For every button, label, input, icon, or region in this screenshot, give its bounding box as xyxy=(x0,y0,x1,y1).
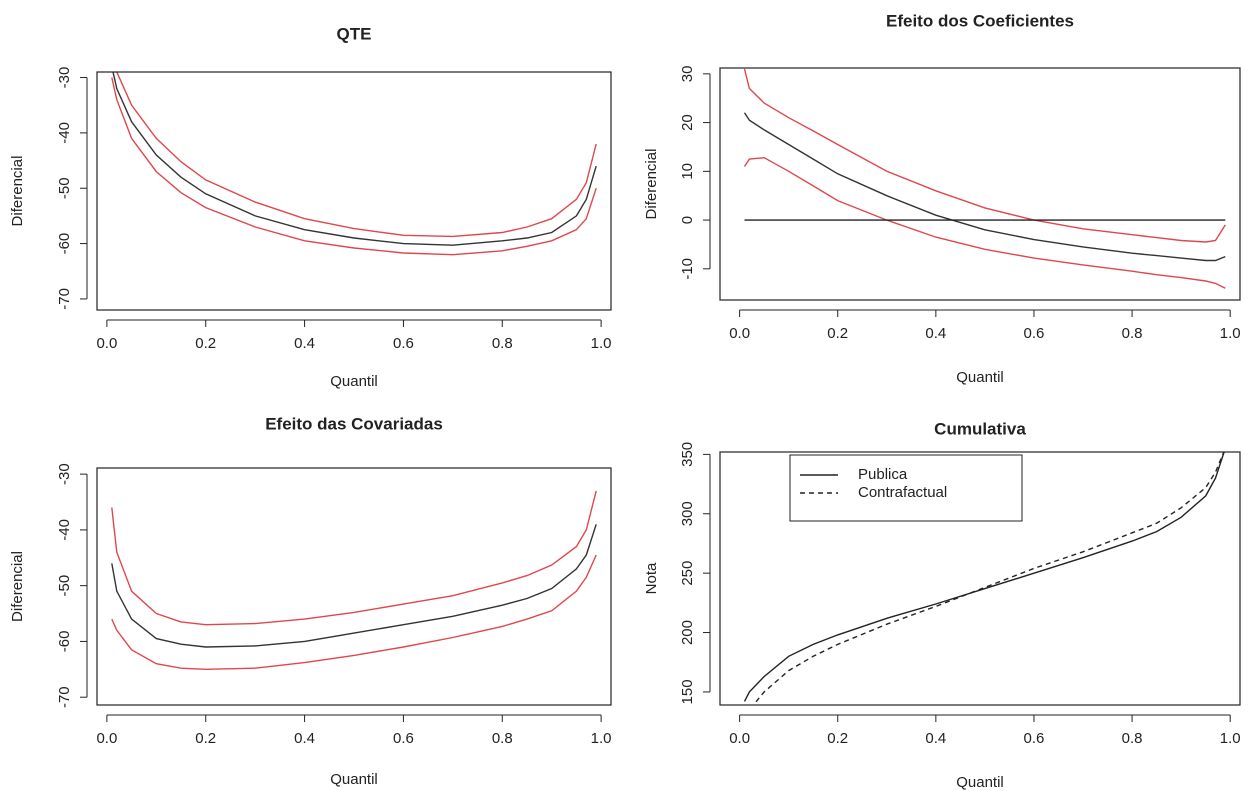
x-tick-label: 1.0 xyxy=(591,335,612,352)
x-tick-label: 0.0 xyxy=(729,325,750,342)
y-tick-label: -40 xyxy=(56,122,73,144)
y-axis-label: Diferencial xyxy=(9,551,26,622)
x-tick-label: 0.8 xyxy=(1122,325,1143,342)
plot-box xyxy=(719,67,1241,301)
y-tick-label: 30 xyxy=(679,66,696,83)
series-line xyxy=(116,72,597,238)
y-tick-label: -50 xyxy=(56,575,73,597)
x-tick-label: 0.4 xyxy=(925,325,946,342)
plot-area xyxy=(743,68,1226,289)
x-tick-label: 0.6 xyxy=(1024,325,1045,342)
series-line xyxy=(111,490,597,626)
chart-title: QTE xyxy=(337,24,372,43)
series-line xyxy=(112,72,597,246)
x-tick-label: 1.0 xyxy=(591,730,612,747)
x-tick-label: 0.4 xyxy=(294,335,315,352)
plot-box xyxy=(96,71,612,311)
y-tick-label: 150 xyxy=(679,679,696,704)
y-tick-label: -50 xyxy=(56,177,73,199)
y-axis-label: Nota xyxy=(643,562,660,594)
x-tick-label: 1.0 xyxy=(1220,730,1241,747)
x-tick-label: 0.4 xyxy=(294,730,315,747)
x-tick-label: 0.2 xyxy=(195,730,216,747)
legend-label: Publica xyxy=(858,466,908,483)
chart-title: Efeito das Covariadas xyxy=(265,414,443,433)
y-tick-label: 250 xyxy=(679,561,696,586)
y-tick-label: 20 xyxy=(679,114,696,131)
y-tick-label: -70 xyxy=(56,288,73,310)
x-axis-label: Quantil xyxy=(956,774,1004,791)
y-tick-label: 10 xyxy=(679,163,696,180)
y-tick-label: -10 xyxy=(679,258,696,280)
x-axis-label: Quantil xyxy=(956,369,1004,386)
y-tick-label: -30 xyxy=(56,463,73,485)
plot-area xyxy=(111,490,597,671)
series-line xyxy=(743,452,1225,702)
x-tick-label: 0.6 xyxy=(1024,730,1045,747)
x-tick-label: 0.0 xyxy=(96,730,117,747)
y-tick-label: -60 xyxy=(56,233,73,255)
chart-title: Efeito dos Coeficientes xyxy=(886,11,1074,30)
series-line xyxy=(752,452,1225,705)
x-tick-label: 0.2 xyxy=(827,730,848,747)
y-tick-label: -40 xyxy=(56,519,73,541)
x-tick-label: 0.4 xyxy=(925,730,946,747)
y-tick-label: -30 xyxy=(56,67,73,89)
x-tick-label: 0.8 xyxy=(1122,730,1143,747)
x-tick-label: 0.6 xyxy=(393,730,414,747)
y-tick-label: 200 xyxy=(679,620,696,645)
y-axis-label: Diferencial xyxy=(643,149,660,220)
series-line xyxy=(743,68,1226,243)
series-line xyxy=(111,554,597,671)
series-line xyxy=(743,112,1226,262)
plot-box xyxy=(96,467,612,706)
series-line xyxy=(111,524,597,648)
y-tick-label: 350 xyxy=(679,442,696,467)
series-line xyxy=(111,77,597,256)
x-tick-label: 0.0 xyxy=(96,335,117,352)
series-line xyxy=(743,156,1226,289)
y-tick-label: -60 xyxy=(56,631,73,653)
x-tick-label: 0.8 xyxy=(492,730,513,747)
x-axis-label: Quantil xyxy=(330,373,378,390)
x-tick-label: 0.0 xyxy=(729,730,750,747)
x-tick-label: 0.2 xyxy=(827,325,848,342)
x-tick-label: 1.0 xyxy=(1220,325,1241,342)
legend-box xyxy=(789,454,1023,522)
x-tick-label: 0.2 xyxy=(195,335,216,352)
y-tick-label: 0 xyxy=(679,216,696,224)
chart-title: Cumulativa xyxy=(934,419,1026,438)
x-tick-label: 0.8 xyxy=(492,335,513,352)
y-axis-label: Diferencial xyxy=(9,156,26,227)
y-tick-label: 300 xyxy=(679,501,696,526)
x-tick-label: 0.6 xyxy=(393,335,414,352)
y-tick-label: -70 xyxy=(56,686,73,708)
x-axis-label: Quantil xyxy=(330,771,378,788)
plot-box xyxy=(719,451,1241,706)
legend-label: Contrafactual xyxy=(858,484,947,501)
plot-area xyxy=(743,452,1225,705)
plot-area xyxy=(111,72,597,256)
